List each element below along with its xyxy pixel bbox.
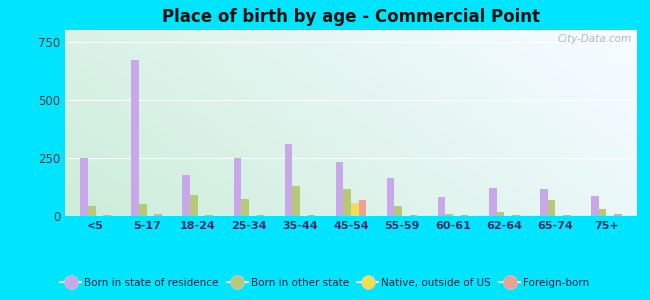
Bar bbox=[190, 195, 198, 216]
Bar bbox=[233, 158, 241, 216]
Bar bbox=[461, 215, 469, 216]
Bar bbox=[591, 196, 599, 216]
Text: City-Data.com: City-Data.com bbox=[557, 34, 631, 44]
Bar bbox=[183, 175, 190, 216]
Bar bbox=[438, 197, 445, 216]
Bar bbox=[540, 189, 548, 216]
Bar bbox=[139, 204, 147, 216]
Bar bbox=[387, 178, 395, 216]
Bar bbox=[343, 189, 351, 216]
Bar bbox=[257, 215, 264, 216]
Bar bbox=[614, 214, 621, 216]
Bar bbox=[88, 206, 96, 216]
Bar bbox=[410, 215, 417, 216]
Bar bbox=[292, 186, 300, 216]
Bar bbox=[351, 203, 359, 216]
Bar bbox=[285, 144, 292, 216]
Bar bbox=[359, 200, 367, 216]
Bar bbox=[103, 215, 111, 216]
Bar bbox=[131, 60, 139, 216]
Bar bbox=[395, 206, 402, 216]
Legend: Born in state of residence, Born in other state, Native, outside of US, Foreign-: Born in state of residence, Born in othe… bbox=[56, 274, 594, 292]
Bar bbox=[563, 215, 571, 216]
Bar bbox=[489, 188, 497, 216]
Bar bbox=[335, 162, 343, 216]
Bar bbox=[205, 215, 213, 216]
Bar bbox=[307, 215, 315, 216]
Title: Place of birth by age - Commercial Point: Place of birth by age - Commercial Point bbox=[162, 8, 540, 26]
Bar bbox=[445, 214, 453, 216]
Bar bbox=[155, 214, 162, 216]
Bar bbox=[497, 212, 504, 216]
Bar bbox=[547, 200, 555, 216]
Bar bbox=[241, 199, 249, 216]
Bar bbox=[599, 209, 606, 216]
Bar bbox=[81, 158, 88, 216]
Bar bbox=[512, 215, 519, 216]
